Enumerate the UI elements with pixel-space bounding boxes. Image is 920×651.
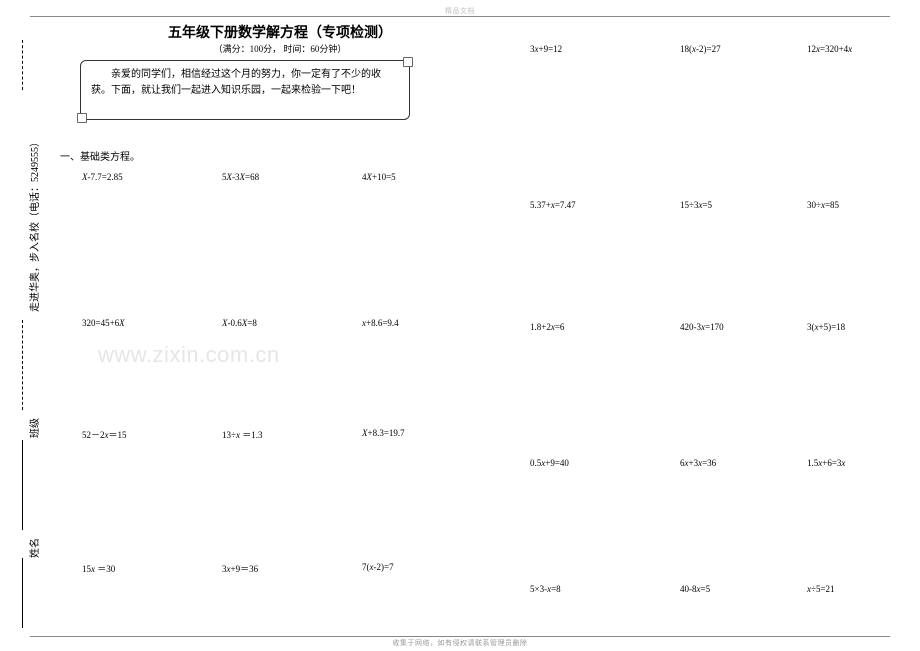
running-header: 精品文档 bbox=[445, 6, 475, 16]
equation: 1.5x+6=3x bbox=[807, 458, 845, 468]
equation: 40-8x=5 bbox=[680, 584, 710, 594]
intro-note: 亲爱的同学们，相信经过这个月的努力，你一定有了不少的收获。下面，就让我们一起进入… bbox=[80, 60, 410, 120]
equation: 320=45+6X bbox=[82, 318, 125, 328]
equation: 15x ＝30 bbox=[82, 562, 115, 575]
sidebar-line bbox=[22, 558, 23, 628]
equation: X-7.7=2.85 bbox=[82, 172, 123, 182]
sidebar-class-label: 班级 bbox=[26, 418, 41, 438]
equation: 13÷x ＝1.3 bbox=[222, 428, 262, 441]
sidebar-dash bbox=[22, 320, 23, 410]
page-subtitle: （满分：100分， 时间：60分钟） bbox=[130, 42, 430, 55]
bottom-rule bbox=[30, 636, 890, 637]
equation: x÷5=21 bbox=[807, 584, 835, 594]
equation: 0.5x+9=40 bbox=[530, 458, 569, 468]
equation: 12x=320+4x bbox=[807, 44, 852, 54]
sidebar-phone-label: 走进华奥，步入名校（电话：5249555） bbox=[26, 137, 41, 312]
equation: 52－2x＝15 bbox=[82, 428, 127, 441]
section-heading: 一、基础类方程。 bbox=[60, 148, 140, 163]
running-footer: 收集于网络，如有侵权请联系管理员删除 bbox=[393, 638, 528, 648]
equation: 5X-3X=68 bbox=[222, 172, 259, 182]
equation: 5.37+x=7.47 bbox=[530, 200, 576, 210]
sidebar-name-label: 姓名 bbox=[26, 538, 41, 558]
equation: 7(x-2)=7 bbox=[362, 562, 394, 572]
equation: 30÷x=85 bbox=[807, 200, 839, 210]
equation: 5×3-x=8 bbox=[530, 584, 561, 594]
watermark: www.zixin.com.cn bbox=[98, 342, 280, 368]
equation: 6x+3x=36 bbox=[680, 458, 716, 468]
page-title: 五年级下册数学解方程（专项检测） bbox=[130, 22, 430, 42]
top-rule bbox=[30, 16, 890, 17]
equation: 1.8+2x=6 bbox=[530, 322, 564, 332]
sidebar-dash bbox=[22, 40, 23, 90]
equation: x+8.6=9.4 bbox=[362, 318, 399, 328]
equation: 15÷3x=5 bbox=[680, 200, 712, 210]
equation: 4X+10=5 bbox=[362, 172, 396, 182]
sidebar: 走进华奥，步入名校（电话：5249555） 班级 姓名 bbox=[8, 40, 42, 631]
equation: 18(x-2)=27 bbox=[680, 44, 721, 54]
equation: 3(x+5)=18 bbox=[807, 322, 845, 332]
equation: 3x+9＝36 bbox=[222, 562, 258, 575]
document-page: 精品文档 收集于网络，如有侵权请联系管理员删除 走进华奥，步入名校（电话：524… bbox=[0, 0, 920, 651]
equation: X+8.3=19.7 bbox=[362, 428, 405, 438]
equation: 3x+9=12 bbox=[530, 44, 562, 54]
sidebar-line bbox=[22, 440, 23, 530]
equation: 420-3x=170 bbox=[680, 322, 724, 332]
equation: X-0.6X=8 bbox=[222, 318, 257, 328]
